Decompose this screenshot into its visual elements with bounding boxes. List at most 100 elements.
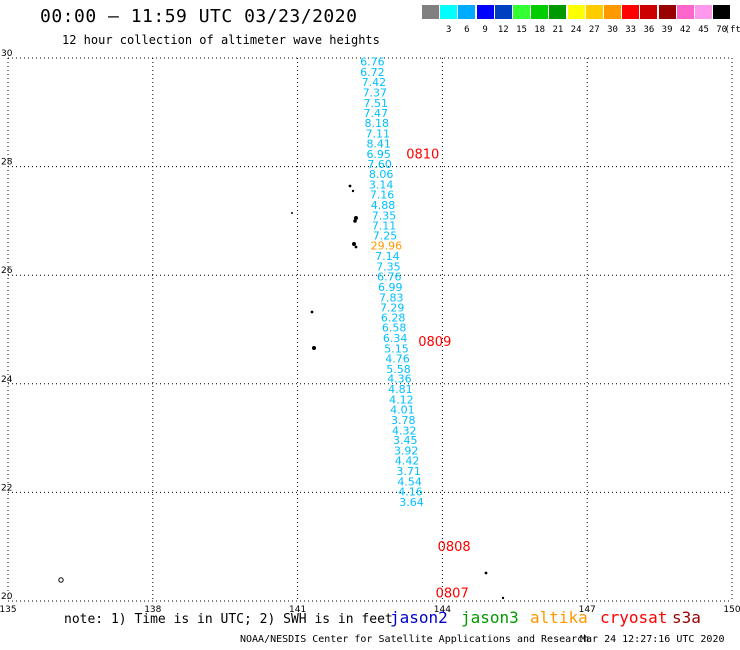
wave-height-label: 7.11 [372, 220, 397, 233]
lon-tick-label: 150 [723, 605, 740, 615]
scale-label: 30 [607, 25, 618, 35]
island [484, 571, 488, 575]
island [352, 242, 356, 246]
wave-height-label: 6.34 [383, 332, 408, 345]
wave-height-label: 4.88 [371, 199, 396, 212]
scale-label: 27 [588, 25, 600, 35]
lat-tick-label: 20 [1, 592, 13, 602]
lat-tick-label: 26 [1, 266, 13, 276]
wave-height-label: 6.95 [366, 148, 391, 161]
scale-label: 33 [625, 25, 637, 35]
island [354, 245, 358, 249]
pass-time-label: 0810 [406, 147, 439, 162]
generated-timestamp: Mar 24 12:27:16 UTC 2020 [580, 634, 725, 645]
lon-tick-label: 141 [289, 605, 306, 615]
map-subtitle: 12 hour collection of altimeter wave hei… [62, 33, 380, 47]
lon-tick-label: 144 [434, 605, 451, 615]
lat-tick-label: 22 [1, 483, 12, 493]
wave-height-label: 8.18 [365, 117, 390, 130]
wave-height-label: 3.92 [394, 444, 419, 457]
wave-height-label: 7.51 [364, 97, 389, 110]
wave-height-label: 7.16 [370, 189, 395, 202]
wave-height-label: 7.60 [367, 158, 392, 171]
pass-time-label: 0807 [436, 587, 469, 602]
scale-label: 24 [570, 25, 582, 35]
scale-label: 9 [482, 25, 488, 35]
wave-height-label: 7.37 [363, 87, 388, 100]
lat-tick-label: 30 [1, 49, 13, 59]
wave-height-label: 5.58 [386, 363, 411, 376]
scale-label: 3 [445, 25, 452, 35]
scale-swatch [622, 5, 640, 19]
map-axis-labels: 135 138 141 144 147 150 20 22 24 26 28 30 [0, 49, 740, 615]
wave-height-label: 4.12 [389, 393, 414, 406]
wave-height-label: 4.32 [392, 424, 417, 437]
scale-swatch [549, 5, 567, 19]
satellite-legend-item: cryosat [600, 608, 668, 627]
wave-height-label: 3.45 [393, 434, 418, 447]
scale-swatch [458, 5, 476, 19]
island [354, 216, 358, 220]
scale-label: 15 [516, 25, 527, 35]
wave-height-label: 8.06 [369, 168, 394, 181]
pass-time-label: 0809 [418, 335, 451, 350]
scale-label: 39 [661, 25, 673, 35]
wave-height-label: 29.96 [371, 240, 403, 253]
wave-height-label: 7.47 [364, 107, 389, 120]
wave-height-label: 6.72 [360, 66, 385, 79]
scale-label: 45 [698, 25, 709, 35]
scale-label: 6 [464, 25, 470, 35]
island [501, 596, 505, 600]
island [353, 219, 357, 223]
scale-label: 18 [534, 25, 546, 35]
wave-height-label: 7.14 [375, 250, 400, 263]
wave-height-label: 6.99 [378, 281, 403, 294]
wave-height-label: 3.14 [369, 178, 394, 191]
wave-height-label: 3.71 [396, 465, 421, 478]
map-grid [7, 57, 733, 602]
scale-swatch [440, 5, 458, 19]
pass-time-label: 0808 [438, 540, 471, 555]
lon-tick-label: 138 [144, 605, 161, 615]
island [351, 189, 355, 193]
wave-height-label: 4.54 [397, 475, 422, 488]
scale-swatch [604, 5, 621, 19]
scale-swatch [422, 5, 439, 19]
wave-height-track: 6.766.727.427.377.517.478.187.118.416.95… [360, 56, 471, 602]
wave-height-label: 4.01 [390, 404, 415, 417]
island-outlines [58, 184, 505, 600]
lat-tick-label: 28 [1, 158, 13, 168]
wave-height-label: 7.83 [379, 291, 404, 304]
wave-height-label: 4.81 [388, 383, 413, 396]
wave-height-label: 7.29 [380, 302, 405, 315]
scale-label: 36 [643, 25, 655, 35]
scale-swatch [658, 5, 676, 19]
island [58, 577, 64, 583]
wave-height-label: 4.42 [395, 455, 420, 468]
scale-label: 21 [552, 25, 564, 35]
scale-swatch [713, 5, 731, 19]
wave-height-label: 3.64 [399, 496, 424, 509]
island [310, 310, 314, 314]
satellite-legend-item: altika [530, 608, 588, 627]
scale-swatch [567, 5, 585, 19]
map-title: 00:00 – 11:59 UTC 03/23/2020 [40, 6, 358, 27]
wave-height-label: 7.11 [365, 127, 390, 140]
scale-swatch [476, 5, 494, 19]
wave-height-label: 7.35 [372, 209, 397, 222]
island [312, 346, 316, 350]
scale-swatch [513, 5, 530, 19]
wave-height-label: 5.15 [384, 342, 409, 355]
scale-swatch [695, 5, 712, 19]
scale-unit: (ft) [724, 25, 740, 35]
lat-tick-label: 24 [1, 375, 13, 385]
wave-height-label: 7.25 [373, 229, 398, 242]
footnote: note: 1) Time is in UTC; 2) SWH is in fe… [64, 612, 393, 627]
scale-label: 70 [716, 25, 728, 35]
island [348, 184, 352, 188]
wave-height-label: 6.76 [377, 271, 402, 284]
lon-tick-label: 147 [579, 605, 596, 615]
wave-height-label: 7.42 [362, 76, 387, 89]
satellite-legend-item: jason3 [461, 608, 519, 627]
